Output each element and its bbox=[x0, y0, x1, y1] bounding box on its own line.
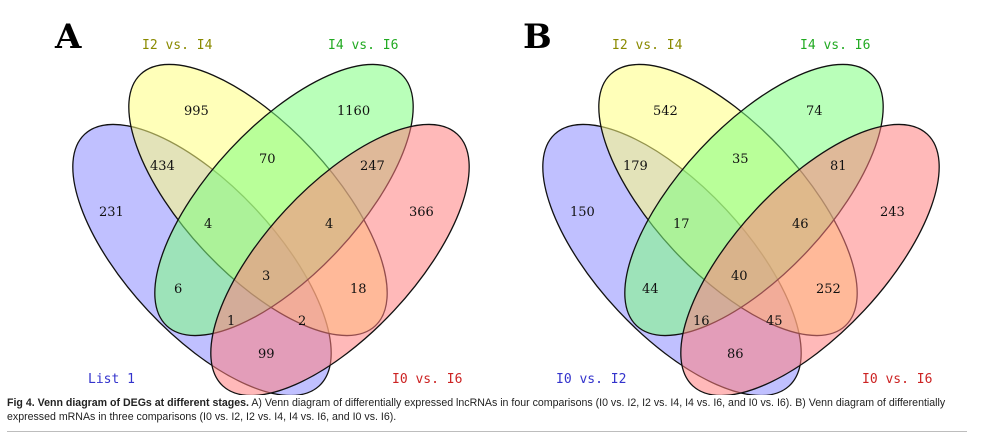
count-r124-a: 2 bbox=[298, 314, 306, 329]
count-r12-b: 179 bbox=[623, 159, 648, 174]
caption-fig-label: Fig 4. bbox=[7, 397, 35, 409]
set-label-3-a: I4 vs. I6 bbox=[328, 38, 398, 53]
count-r13-b: 44 bbox=[642, 282, 659, 297]
count-r24-b: 252 bbox=[816, 282, 841, 297]
count-r13-a: 6 bbox=[174, 282, 182, 297]
set-label-4-a: I0 vs. I6 bbox=[392, 372, 462, 387]
count-r14-b: 86 bbox=[727, 347, 744, 362]
count-r123-b: 17 bbox=[673, 217, 690, 232]
venn-panel-b: B I0 vs. I2 I2 vs. I4 I4 vs. I6 I0 vs. I… bbox=[523, 17, 940, 395]
count-r134-b: 16 bbox=[693, 314, 710, 329]
figure-caption: Fig 4. Venn diagram of DEGs at different… bbox=[7, 396, 967, 424]
venn-figure: A List 1 I2 vs. I4 I4 vs. I6 I0 vs. I6 2… bbox=[54, 17, 940, 395]
ellipse-set4-a bbox=[210, 123, 470, 395]
count-r123-a: 4 bbox=[204, 217, 212, 232]
count-r1234-a: 3 bbox=[262, 269, 270, 284]
set-label-2-b: I2 vs. I4 bbox=[612, 38, 683, 53]
count-r234-b: 46 bbox=[792, 217, 809, 232]
count-r134-a: 1 bbox=[227, 314, 235, 329]
caption-title: Venn diagram of DEGs at different stages… bbox=[37, 397, 249, 409]
panel-letter-a: A bbox=[54, 17, 82, 57]
count-r12-a: 434 bbox=[150, 159, 175, 174]
set-label-1-a: List 1 bbox=[88, 372, 135, 387]
count-only2-b: 542 bbox=[653, 104, 678, 119]
set-label-4-b: I0 vs. I6 bbox=[862, 372, 932, 387]
count-only1-b: 150 bbox=[570, 205, 595, 220]
count-only3-a: 1160 bbox=[337, 104, 370, 119]
count-only2-a: 995 bbox=[184, 104, 209, 119]
count-r234-a: 4 bbox=[325, 217, 333, 232]
count-r34-a: 247 bbox=[360, 159, 385, 174]
count-r124-b: 45 bbox=[766, 314, 783, 329]
count-r24-a: 18 bbox=[350, 282, 367, 297]
count-only1-a: 231 bbox=[99, 205, 124, 220]
panel-letter-b: B bbox=[523, 17, 552, 57]
count-r23-a: 70 bbox=[259, 152, 276, 167]
ellipse-set4-b bbox=[680, 123, 940, 395]
set-label-2-a: I2 vs. I4 bbox=[142, 38, 213, 53]
count-r1234-b: 40 bbox=[731, 269, 748, 284]
count-only4-b: 243 bbox=[880, 205, 905, 220]
set-label-1-b: I0 vs. I2 bbox=[556, 372, 626, 387]
count-only4-a: 366 bbox=[409, 205, 434, 220]
count-r34-b: 81 bbox=[830, 159, 847, 174]
count-r23-b: 35 bbox=[732, 152, 749, 167]
count-r14-a: 99 bbox=[258, 347, 275, 362]
set-label-3-b: I4 vs. I6 bbox=[800, 38, 870, 53]
count-only3-b: 74 bbox=[806, 104, 823, 119]
caption-text: A) Venn diagram of differentially expres… bbox=[7, 397, 946, 423]
venn-panel-a: A List 1 I2 vs. I4 I4 vs. I6 I0 vs. I6 2… bbox=[54, 17, 470, 395]
